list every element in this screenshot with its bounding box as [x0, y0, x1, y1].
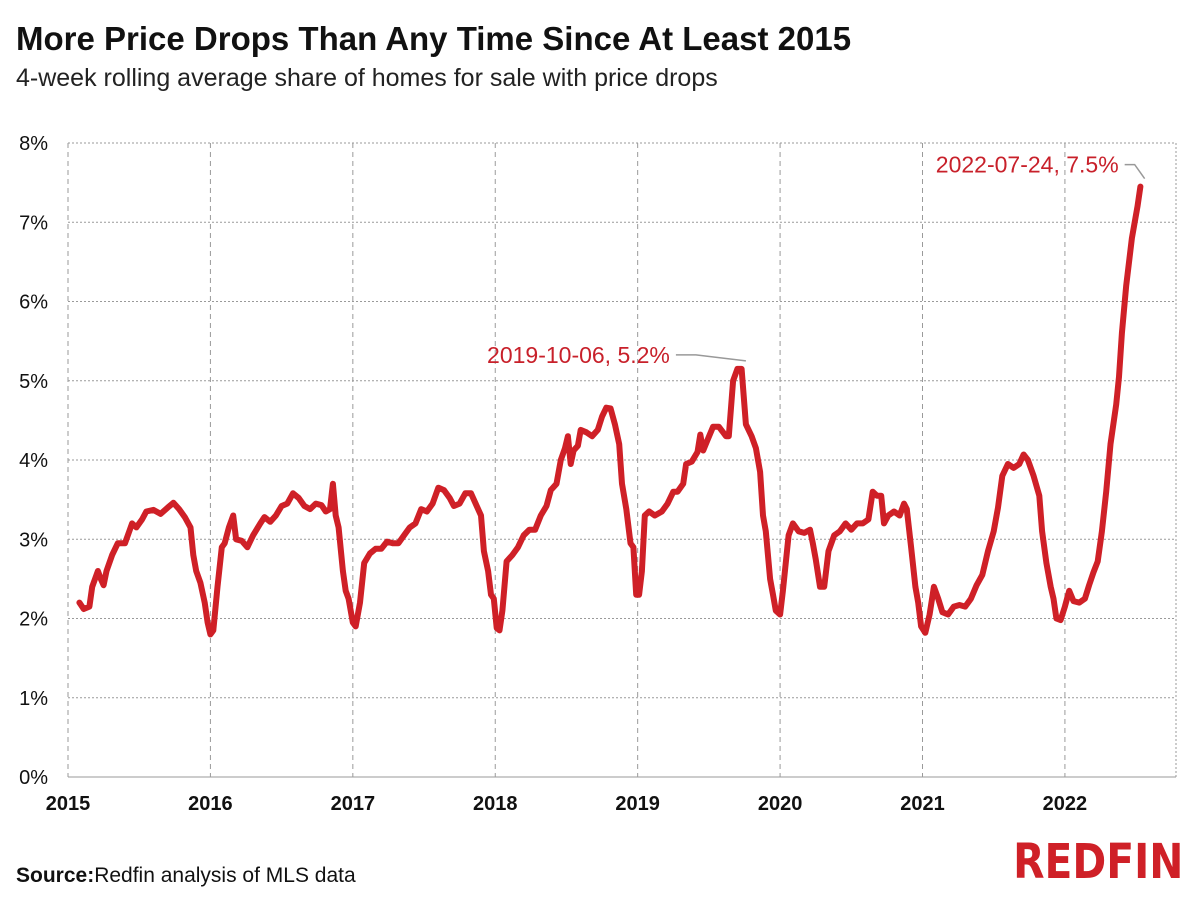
- x-tick-label: 2018: [473, 793, 518, 815]
- y-tick-label: 1%: [19, 688, 48, 710]
- y-tick-label: 0%: [19, 767, 48, 789]
- x-tick-label: 2020: [758, 793, 803, 815]
- x-tick-label: 2022: [1043, 793, 1088, 815]
- annotation-label: 2019-10-06, 5.2%: [487, 342, 670, 368]
- y-axis-ticks: 0% 1% 2% 3% 4% 5% 6% 7% 8%: [19, 133, 48, 789]
- y-tick-label: 4%: [19, 450, 48, 472]
- series-line: [76, 183, 1144, 638]
- annotation-leader: [1124, 163, 1146, 180]
- chart-title: More Price Drops Than Any Time Since At …: [16, 20, 852, 57]
- source-text: Redfin analysis of MLS data: [94, 864, 356, 887]
- annotations: 2019-10-06, 5.2% 2022-07-24, 7.5%: [487, 152, 1146, 368]
- x-tick-label: 2017: [331, 793, 376, 815]
- y-tick-label: 3%: [19, 529, 48, 551]
- y-tick-label: 2%: [19, 609, 48, 631]
- annotation-leader: [675, 354, 746, 362]
- x-tick-label: 2015: [46, 793, 91, 815]
- y-tick-label: 7%: [19, 212, 48, 234]
- line-chart: 0%1%2%3%4%5%6%7%8% 2015 2016 2017 2018 2019 2…: [19, 133, 1177, 815]
- chart-subtitle: 4-week rolling average share of homes fo…: [16, 64, 718, 92]
- x-tick-label: 2019: [615, 793, 660, 815]
- x-tick-label: 2021: [900, 793, 945, 815]
- x-axis-ticks: 2015 2016 2017 2018 2019 2020 2021 2022: [46, 793, 1087, 815]
- source-note: Source:Redfin analysis of MLS data: [16, 864, 356, 888]
- y-tick-label: 6%: [19, 292, 48, 314]
- y-tick-label: 8%: [19, 133, 48, 155]
- y-tick-label: 5%: [19, 371, 48, 393]
- redfin-logo: REDFIN: [1012, 834, 1183, 890]
- source-label: Source:: [16, 864, 95, 887]
- x-tick-label: 2016: [188, 793, 233, 815]
- annotation-label: 2022-07-24, 7.5%: [936, 152, 1119, 178]
